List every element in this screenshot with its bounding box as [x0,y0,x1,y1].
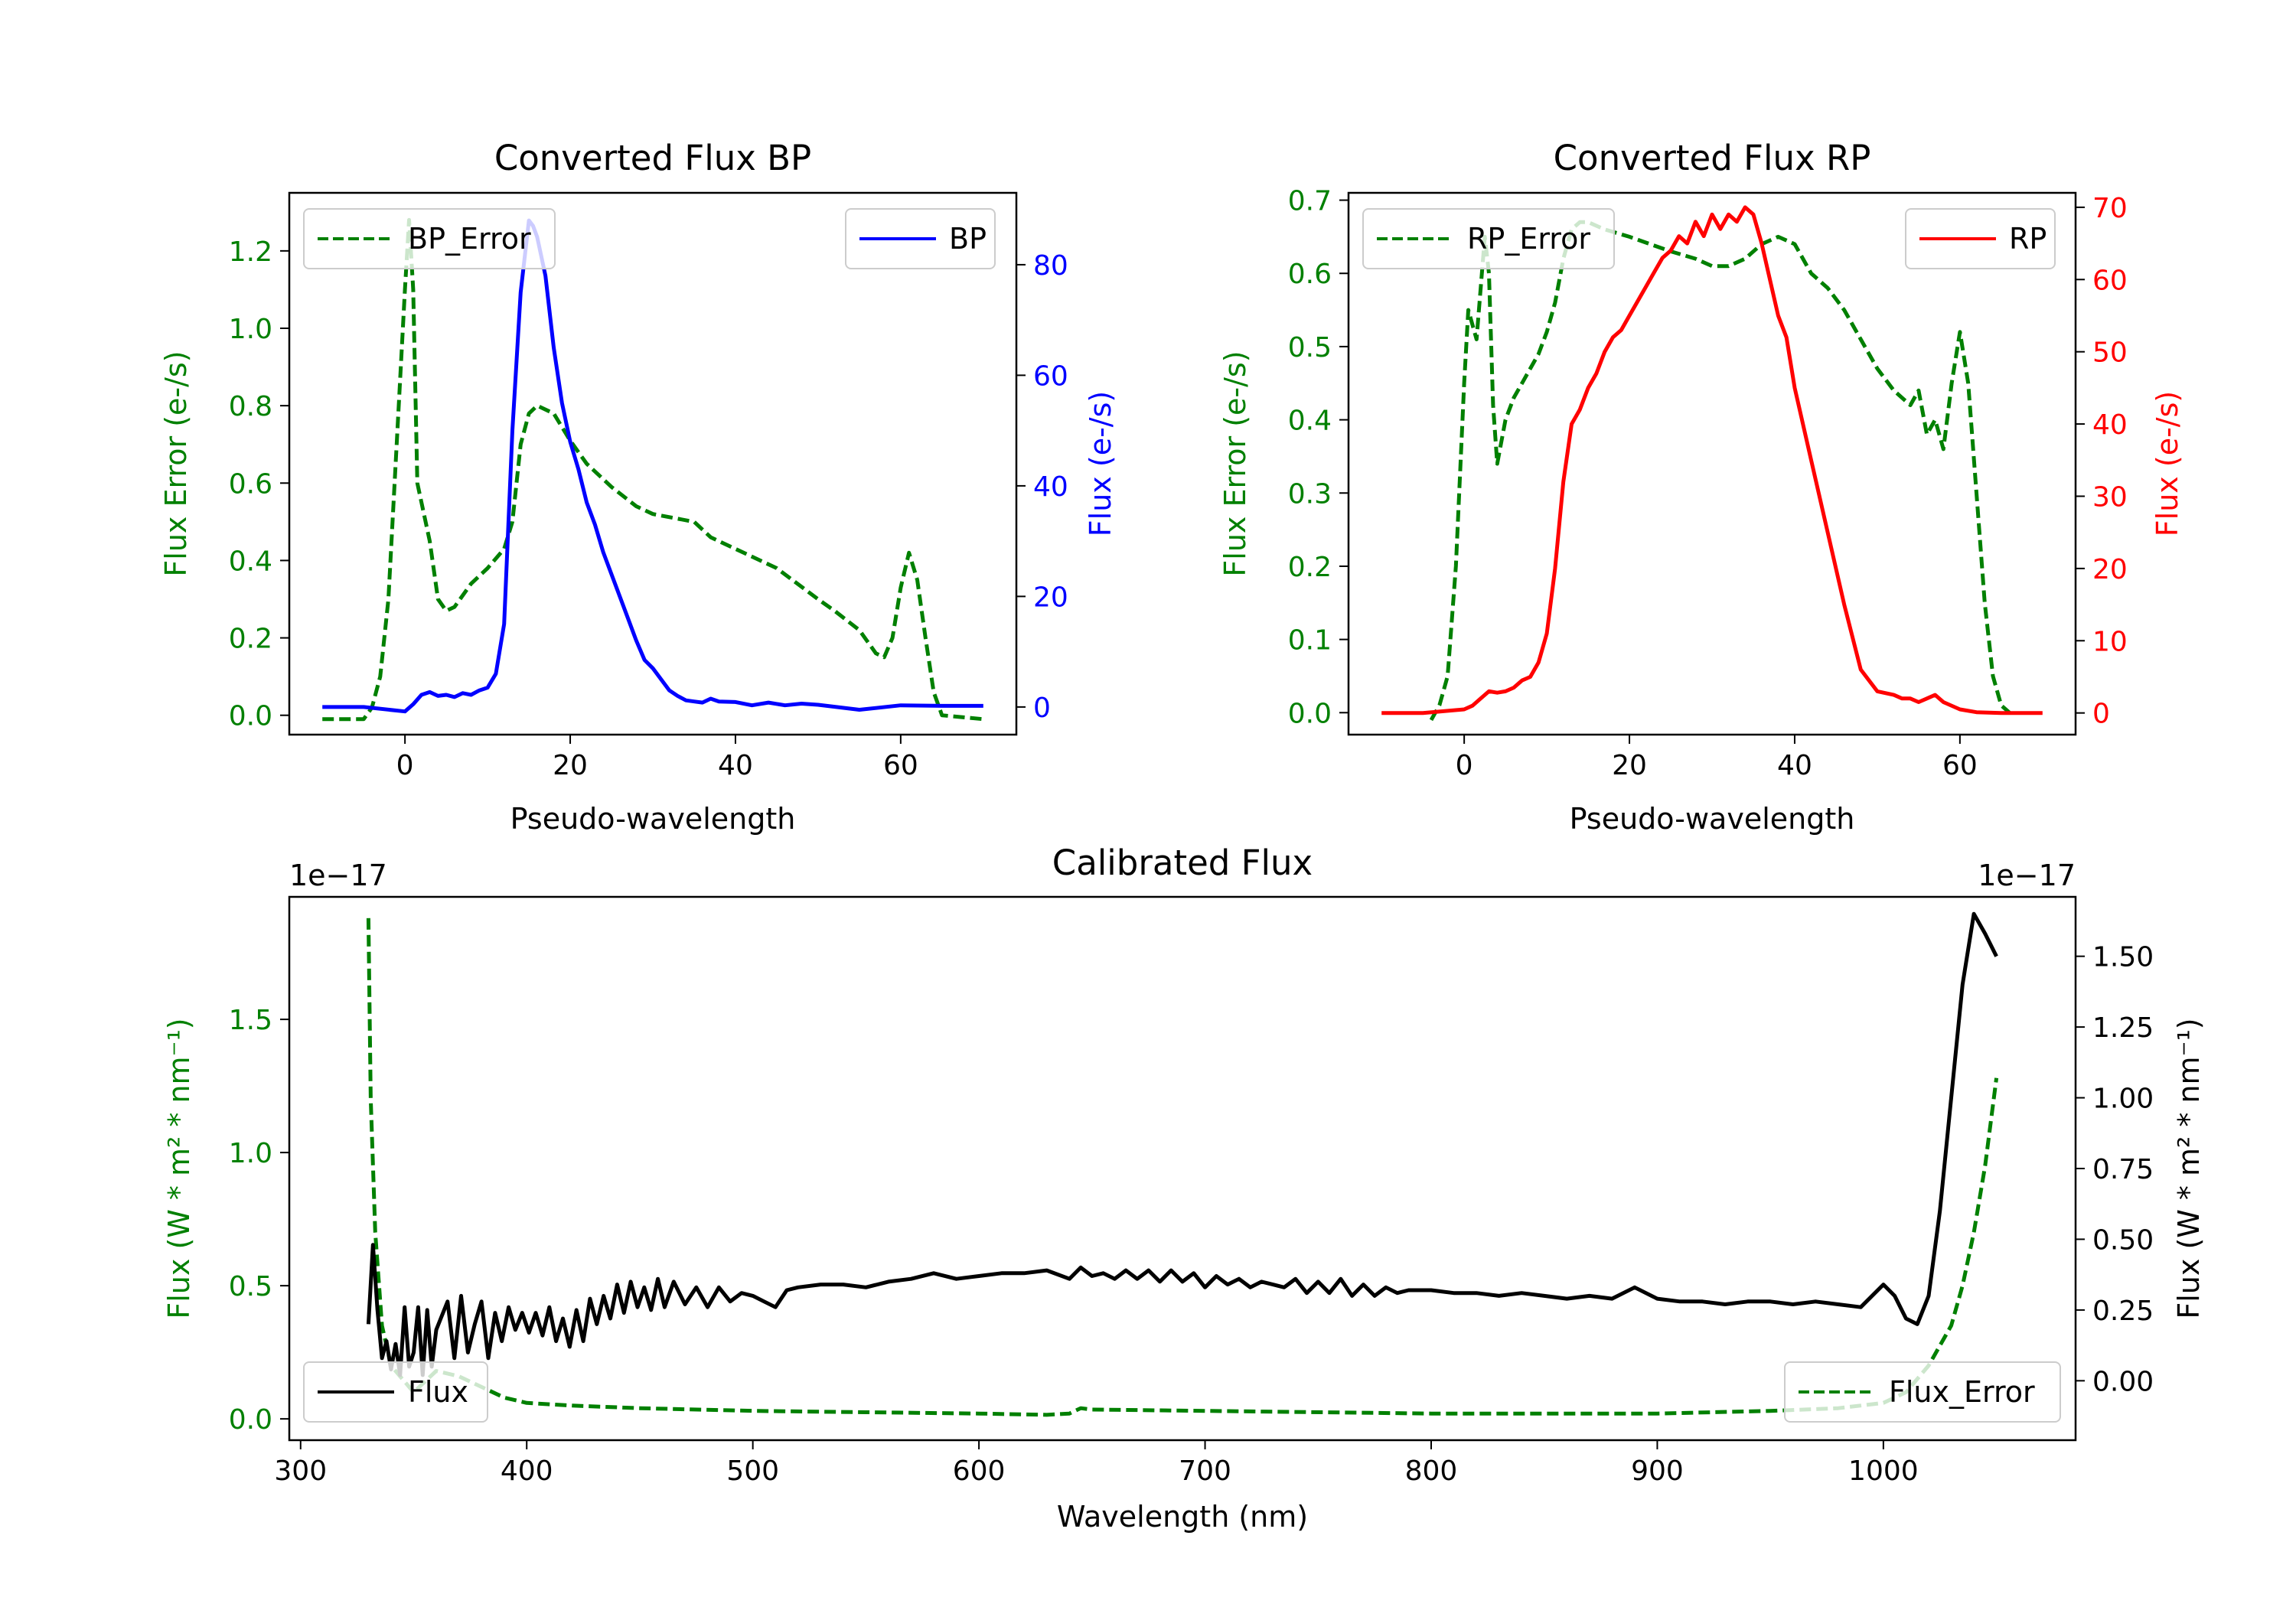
rp-x-tick-label: 40 [1777,750,1812,781]
calibrated-panel: Calibrated Flux 1e−17 1e−17 300 400 500 600… [162,843,2206,1534]
bp-plot-area: 0 20 40 60 0.0 0.2 0.4 0.6 0.8 1.0 1.2 0 20 40 60 80 [229,191,1068,781]
bp-right-y-tick-label: 40 [1033,471,1068,503]
rp-left-y-tick-label: 0.1 [1288,625,1332,657]
bp-axes-frame [288,191,1018,736]
bp-right-y-tick-label: 80 [1033,250,1068,282]
calibrated-right-y-tick-label: 1.25 [2092,1012,2154,1044]
bp-x-tick-label: 20 [553,750,588,781]
cal-legend-flux[interactable]: Flux [303,1361,488,1423]
bp-x-tick-label: 0 [396,750,414,781]
rp-right-y-tick-label: 60 [2092,265,2128,296]
rp-right-y-label: Flux (e-/s) [2151,391,2184,536]
calibrated-left-y-tick-label: 1.0 [229,1138,272,1169]
rp-left-y-label: Flux Error (e-/s) [1218,350,1252,576]
rp-legend-error-frame [1362,208,1615,269]
calibrated-right-y-tick-label: 0.00 [2092,1366,2154,1397]
bp-x-tick-label: 40 [718,750,753,781]
rp-left-y-tick-label: 0.0 [1288,698,1332,729]
cal-legend-error[interactable]: Flux_Error [1784,1361,2061,1423]
calibrated-right-y-tick-label: 0.50 [2092,1224,2154,1256]
rp-legend-error-label: RP_Error [1467,222,1590,256]
rp-x-label: Pseudo-wavelength [1570,802,1855,836]
bp-left-y-label: Flux Error (e-/s) [159,350,193,576]
bp-legend-error-label: BP_Error [408,222,531,256]
calibrated-x-tick-label: 300 [274,1455,327,1487]
cal-left-y-label: Flux (W * m² * nm⁻¹) [162,1018,196,1319]
calibrated-right-y-tick-label: 1.50 [2092,942,2154,973]
rp-left-y-tick-label: 0.3 [1288,478,1332,510]
calibrated-left-y-tick-label: 0.0 [229,1404,272,1436]
calibrated-x-tick-label: 800 [1405,1455,1458,1487]
calibrated-x-tick-label: 700 [1179,1455,1231,1487]
bp-left-y-tick-label: 0.0 [229,701,272,732]
cal-x-label: Wavelength (nm) [1057,1500,1308,1534]
rp-right-y-tick-label: 40 [2092,409,2128,441]
rp-right-y-tick-label: 0 [2092,699,2110,730]
cal-right-y-label: Flux (W * m² * nm⁻¹) [2172,1018,2206,1319]
rp-x-tick-label: 60 [1942,750,1978,781]
rp-left-y-tick-label: 0.5 [1288,332,1332,363]
cal-right-offset-label: 1e−17 [1978,859,2076,892]
bp-title: Converted Flux BP [494,138,811,178]
rp-legend-flux-label: RP [2009,222,2047,256]
calibrated-x-tick-label: 400 [501,1455,553,1487]
cal-legend-error-frame [1784,1361,2061,1423]
bp-right-y-tick-label: 20 [1033,582,1068,613]
cal-legend-error-label: Flux_Error [1889,1375,2035,1409]
bp-right-y-tick-label: 0 [1033,693,1051,724]
bp-left-y-tick-label: 0.4 [229,546,272,577]
rp-legend-error[interactable]: RP_Error [1362,208,1615,269]
bp-left-y-tick-label: 0.6 [229,468,272,500]
bp-legend-error[interactable]: BP_Error [303,208,556,269]
rp-axes-frame [1347,191,2077,736]
rp-x-tick-label: 0 [1456,750,1473,781]
rp-legend-flux[interactable]: RP [1905,208,2056,269]
rp-left-y-tick-label: 0.6 [1288,259,1332,290]
calibrated-left-y-tick-label: 0.5 [229,1271,272,1302]
calibrated-right-y-tick-label: 0.25 [2092,1296,2154,1327]
calibrated-right-y-tick-label: 1.00 [2092,1084,2154,1115]
bp-right-y-tick-label: 60 [1033,360,1068,392]
bp-left-y-tick-label: 0.2 [229,624,272,655]
calibrated-x-tick-label: 500 [726,1455,779,1487]
cal-legend-flux-frame [303,1361,488,1423]
bp-x-label: Pseudo-wavelength [510,802,796,836]
rp-panel: Converted Flux RP 0 20 40 60 0.0 0.1 0.2 0.3 0.4… [1218,138,2184,836]
cal-legend-flux-label: Flux [408,1375,468,1409]
calibrated-x-tick-label: 1000 [1848,1455,1919,1487]
bp-left-y-tick-label: 0.8 [229,391,272,422]
rp-title: Converted Flux RP [1554,138,1871,178]
cal-title: Calibrated Flux [1052,843,1313,883]
rp-left-y-tick-label: 0.4 [1288,406,1332,437]
rp-right-y-tick-label: 50 [2092,337,2128,369]
bp-panel: Converted Flux BP 0 20 40 60 0.0 0.2 0.4 0.6 0.8… [159,138,1117,836]
rp-series-rp [1381,205,2043,715]
calibrated-right-y-tick-label: 0.75 [2092,1154,2154,1185]
calibrated-left-y-tick-label: 1.5 [229,1005,272,1036]
rp-right-y-tick-label: 70 [2092,193,2128,224]
rp-left-y-tick-label: 0.2 [1288,552,1332,583]
bp-legend-flux-label: BP [949,222,987,256]
rp-right-y-tick-label: 20 [2092,554,2128,585]
rp-x-tick-label: 20 [1612,750,1647,781]
bp-x-tick-label: 60 [883,750,918,781]
bp-series-bp [322,218,983,714]
rp-right-y-tick-label: 30 [2092,481,2128,513]
rp-right-y-tick-label: 10 [2092,626,2128,657]
bp-legend-flux[interactable]: BP [845,208,996,269]
bp-left-y-tick-label: 1.0 [229,314,272,345]
calibrated-x-tick-label: 600 [953,1455,1006,1487]
bp-left-y-tick-label: 1.2 [229,236,272,268]
cal-plot-area: 300 400 500 600 700 800 900 1000 0.0 0.5 1.0 1.5 0.0… [229,895,2154,1487]
rp-left-y-tick-label: 0.7 [1288,186,1332,217]
calibrated-x-tick-label: 900 [1631,1455,1684,1487]
cal-left-offset-label: 1e−17 [289,859,387,892]
calibrated-series-flux [366,911,1998,1377]
bp-right-y-label: Flux (e-/s) [1084,391,1117,536]
bp-legend-error-frame [303,208,556,269]
bp-series-group [322,217,984,722]
